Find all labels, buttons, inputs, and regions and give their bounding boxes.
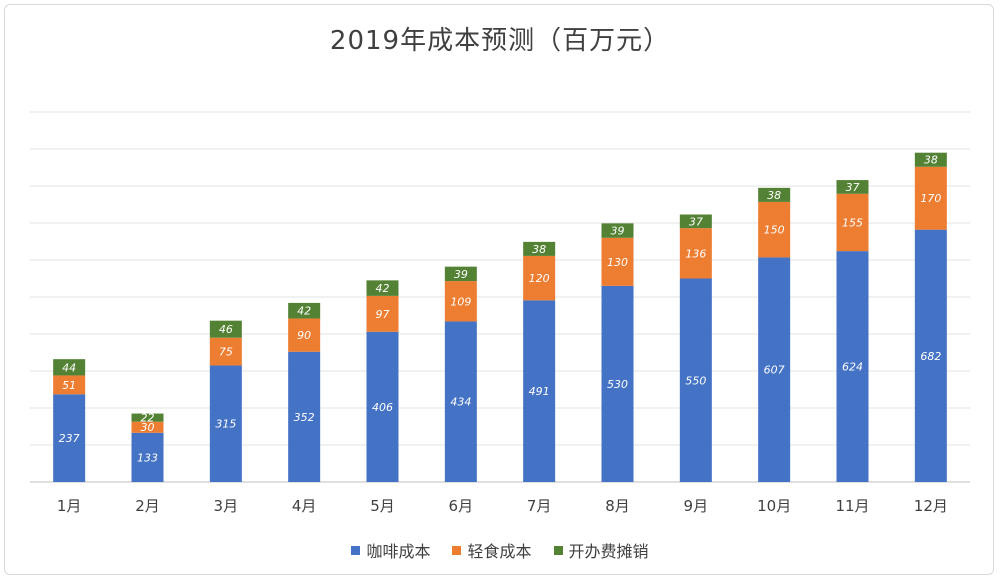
legend-item-startup: 开办费摊销 [553,538,649,562]
legend-swatch-startup [553,545,563,555]
bar-startup [914,152,947,167]
legend-label-coffee: 咖啡成本 [366,542,431,561]
bar-food [53,375,86,395]
data-label: 150 [764,224,785,237]
bar-startup [601,223,634,238]
bar-coffee [53,394,86,482]
x-tick-label: 1月 [57,497,82,515]
data-label: 434 [450,396,471,409]
data-label: 38 [532,243,546,256]
bar-coffee [444,321,477,482]
x-tick-label: 8月 [605,497,630,515]
bar-startup [758,187,791,202]
data-label: 607 [764,364,785,377]
bar-coffee [836,251,869,482]
data-label: 42 [376,282,390,295]
data-label: 170 [920,192,941,205]
bar-startup [288,302,321,319]
data-label: 130 [607,256,628,269]
data-label: 491 [529,385,550,398]
data-label: 51 [62,379,76,392]
data-label: 97 [376,308,390,321]
legend-item-coffee: 咖啡成本 [351,538,430,562]
data-label: 109 [450,295,471,308]
bar-coffee [758,257,791,482]
data-label: 136 [685,247,706,260]
bar-startup [209,320,242,338]
data-label: 624 [842,361,863,374]
bar-startup [131,413,164,422]
data-label: 120 [529,272,550,285]
x-tick-label: 4月 [292,497,317,515]
x-tick-label: 2月 [135,497,160,515]
x-tick-label: 7月 [527,497,552,515]
bar-coffee [601,285,634,482]
x-tick-label: 5月 [370,497,395,515]
bar-startup [523,241,556,256]
bar-food [679,228,712,279]
legend-label-food: 轻食成本 [467,542,532,561]
x-tick-label: 10月 [757,497,791,515]
x-tick-label: 3月 [214,497,239,515]
bar-coffee [366,331,399,482]
x-tick-label: 12月 [914,497,948,515]
bar-startup [679,214,712,229]
data-label: 75 [219,346,233,359]
data-label: 90 [297,329,311,342]
bar-coffee [523,300,556,482]
data-label: 38 [924,154,938,167]
bar-coffee [914,229,947,482]
data-label: 237 [59,432,80,445]
bar-startup [366,280,399,296]
bar-startup [53,359,86,376]
bar-food [523,255,556,301]
bar-coffee [679,278,712,482]
bar-food [836,193,869,252]
data-label: 30 [141,421,155,434]
data-label: 37 [689,215,703,228]
data-label: 406 [372,401,393,414]
data-label: 133 [137,451,158,464]
legend-item-food: 轻食成本 [452,538,532,562]
data-label: 315 [215,418,236,431]
bar-startup [836,180,869,194]
bar-food [444,281,477,322]
data-label: 352 [294,411,315,424]
legend-swatch-food [452,545,462,555]
data-label: 39 [454,268,468,281]
chart-frame [4,4,994,575]
x-tick-label: 11月 [835,497,869,515]
bar-food [288,318,321,352]
legend-swatch-coffee [351,545,361,555]
data-label: 682 [920,350,941,363]
bar-startup [444,266,477,282]
x-tick-label: 6月 [449,497,474,515]
bar-food [914,166,947,230]
bar-food [209,337,242,366]
data-label: 46 [219,323,233,336]
data-label: 22 [141,412,155,425]
data-label: 530 [607,378,628,391]
bar-food [366,295,399,332]
bar-food [131,421,164,433]
bar-coffee [209,365,242,482]
data-label: 155 [842,216,863,229]
data-label: 38 [767,189,781,202]
bar-coffee [131,432,164,482]
x-tick-label: 9月 [684,497,709,515]
data-label: 42 [297,305,311,318]
data-label: 44 [62,361,76,374]
data-label: 39 [611,225,625,238]
bar-coffee [288,351,321,482]
data-label: 37 [846,181,860,194]
chart-legend: 咖啡成本 轻食成本 开办费摊销 [0,538,1000,562]
bar-food [601,237,634,286]
chart-title: 2019年成本预测（百万元） [329,26,671,56]
bar-food [758,201,791,258]
data-label: 550 [685,374,706,387]
legend-label-startup: 开办费摊销 [568,542,649,561]
